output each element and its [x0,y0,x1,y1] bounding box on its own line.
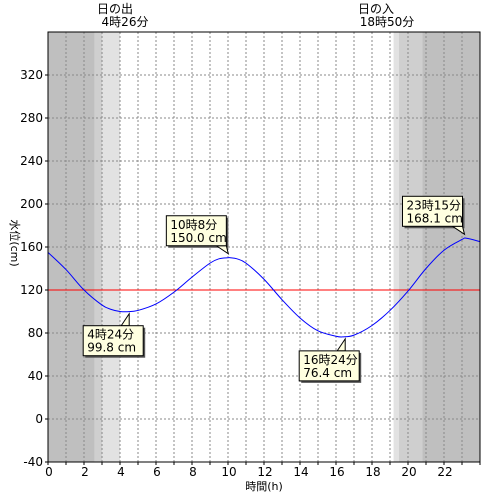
x-tick-label-0: 0 [45,465,53,479]
x-tick-label-6: 6 [153,465,161,479]
x-tick-label-10: 10 [221,465,236,479]
annotation-time: 23時15分 [407,198,462,212]
annotation-time: 4時24分 [87,328,134,342]
y-tick-label--40: -40 [23,455,43,469]
annotation-pointer [336,337,346,352]
y-tick-label-240: 240 [20,154,43,168]
annotation-box [82,325,144,357]
y-axis-ticks: -40 0 40 80 120 160 200 240 280 320 [20,68,48,469]
night-band-5 [422,32,480,462]
y-tick-label-0: 0 [35,412,43,426]
tide-curve [47,237,481,338]
sunrise-time: 4時26分 [102,15,149,29]
x-tick-label-8: 8 [189,465,197,479]
annotation-time: 16時24分 [303,353,358,367]
x-tick-label-12: 12 [257,465,272,479]
sun-times: 日の出 4時26分 日の入 18時50分 [97,2,414,29]
annotation-box [165,215,227,247]
sunrise-label: 日の出 [97,2,133,16]
annotation-pointer [214,245,230,255]
annotation-box [298,350,360,382]
y-tick-label-280: 280 [20,111,43,125]
y-tick-label-320: 320 [20,68,43,82]
x-tick-label-14: 14 [293,465,308,479]
x-tick-label-4: 4 [117,465,125,479]
x-tick-label-20: 20 [401,465,416,479]
annotation-pointer [120,312,130,327]
night-band-0 [48,32,95,462]
x-axis-title: 時間(h) [245,480,283,493]
night-band-4 [399,32,423,462]
sunset-label: 日の入 [358,2,394,16]
y-tick-label-80: 80 [28,326,43,340]
x-axis-ticks: 0 2 4 6 8 10 12 14 16 18 20 22 [45,462,481,479]
x-tick-label-18: 18 [365,465,380,479]
annotation-time: 10時8分 [170,218,217,232]
annotation-value: 168.1 cm [407,211,463,225]
annotation-value: 99.8 cm [87,341,136,355]
y-axis-title: 水位(cm) [8,219,22,266]
x-tick-label-16: 16 [329,465,344,479]
y-tick-label-40: 40 [28,369,43,383]
x-tick-label-22: 22 [437,465,452,479]
annotation-value: 150.0 cm [170,231,226,245]
night-band-1 [94,32,102,462]
sunset-time: 18時50分 [360,15,415,29]
y-tick-label-120: 120 [20,283,43,297]
annotation-box [402,195,463,227]
x-tick-label-2: 2 [81,465,89,479]
annotation-value: 76.4 cm [303,366,352,380]
y-tick-label-160: 160 [20,240,43,254]
y-tick-label-200: 200 [20,197,43,211]
